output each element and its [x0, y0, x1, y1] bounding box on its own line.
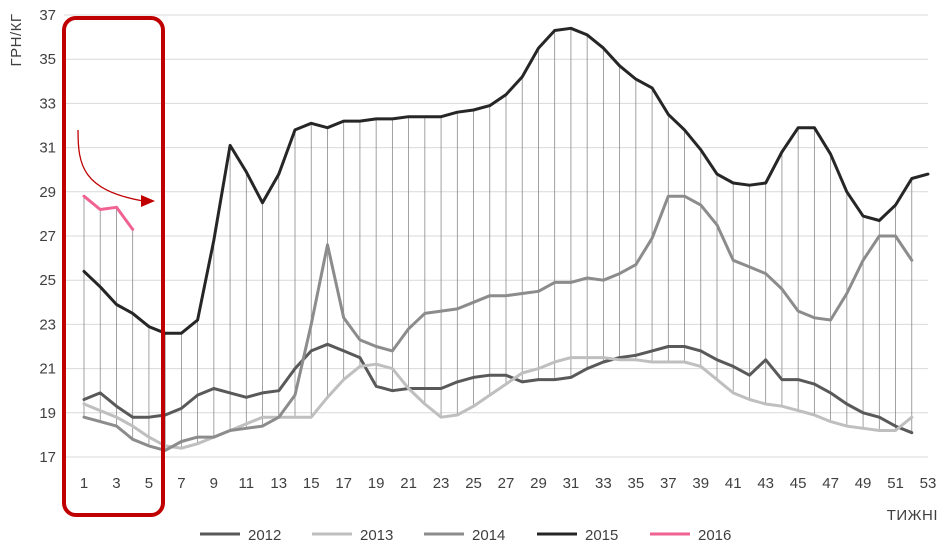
series-line-2014: [82, 194, 914, 452]
x-tick-label: 21: [400, 475, 417, 492]
legend-label: 2013: [360, 527, 393, 544]
x-tick-label: 3: [112, 475, 120, 492]
y-tick-label: 19: [39, 405, 56, 422]
x-tick-label: 1: [80, 475, 88, 492]
annotation-arrowhead: [141, 195, 155, 207]
y-axis-title: ГРН/КГ: [8, 14, 25, 67]
x-tick-label: 23: [433, 475, 450, 492]
y-tick-label: 23: [39, 316, 56, 333]
x-tick-label: 45: [790, 475, 807, 492]
x-tick-label: 35: [628, 475, 645, 492]
x-tick-label: 17: [335, 475, 352, 492]
series-line-2012: [82, 342, 914, 435]
x-tick-label: 53: [920, 475, 937, 492]
x-tick-label: 33: [595, 475, 612, 492]
x-tick-label: 39: [692, 475, 709, 492]
y-tick-label: 27: [39, 228, 56, 245]
y-tick-label: 29: [39, 184, 56, 201]
series-line-2015: [82, 26, 930, 335]
x-tick-label: 19: [368, 475, 385, 492]
x-tick-label: 25: [465, 475, 482, 492]
highlight-box: [62, 16, 165, 517]
y-axis-ticks: 17 19 21 23 25 27 29 31 33 35 37: [39, 7, 56, 466]
legend-label: 2016: [698, 527, 731, 544]
series-line-2016: [82, 194, 135, 231]
drop-lines: [83, 28, 913, 451]
legend: 2012 2013 2014 2015 2016: [200, 527, 731, 544]
y-tick-label: 25: [39, 272, 56, 289]
x-tick-label: 29: [530, 475, 547, 492]
y-tick-label: 21: [39, 361, 56, 378]
series-lines: [82, 26, 930, 452]
legend-label: 2012: [248, 527, 281, 544]
y-tick-label: 33: [39, 95, 56, 112]
x-tick-label: 9: [210, 475, 218, 492]
x-axis-title: ТИЖНІ: [887, 507, 938, 524]
legend-label: 2014: [472, 527, 505, 544]
x-tick-label: 13: [270, 475, 287, 492]
x-tick-label: 51: [887, 475, 904, 492]
x-axis-ticks: 1 3 5 7 9 11 13 15 17 19 21 23 25 27 29 31 33 35 37 39 41 43 4…: [80, 475, 937, 492]
legend-label: 2015: [585, 527, 618, 544]
x-tick-label: 49: [855, 475, 872, 492]
grid: [64, 14, 928, 458]
series-line-2013: [82, 356, 914, 450]
y-tick-label: 17: [39, 449, 56, 466]
y-tick-label: 31: [39, 140, 56, 157]
y-tick-label: 37: [39, 7, 56, 24]
x-tick-label: 7: [177, 475, 185, 492]
x-tick-label: 37: [660, 475, 677, 492]
x-tick-label: 41: [725, 475, 742, 492]
x-tick-label: 27: [498, 475, 515, 492]
x-tick-label: 47: [822, 475, 839, 492]
y-tick-label: 35: [39, 51, 56, 68]
x-tick-label: 11: [239, 475, 255, 492]
x-tick-label: 15: [303, 475, 320, 492]
x-tick-label: 43: [757, 475, 774, 492]
x-tick-label: 31: [563, 475, 580, 492]
x-tick-label: 5: [145, 475, 153, 492]
annotation-arrow: [77, 129, 144, 202]
